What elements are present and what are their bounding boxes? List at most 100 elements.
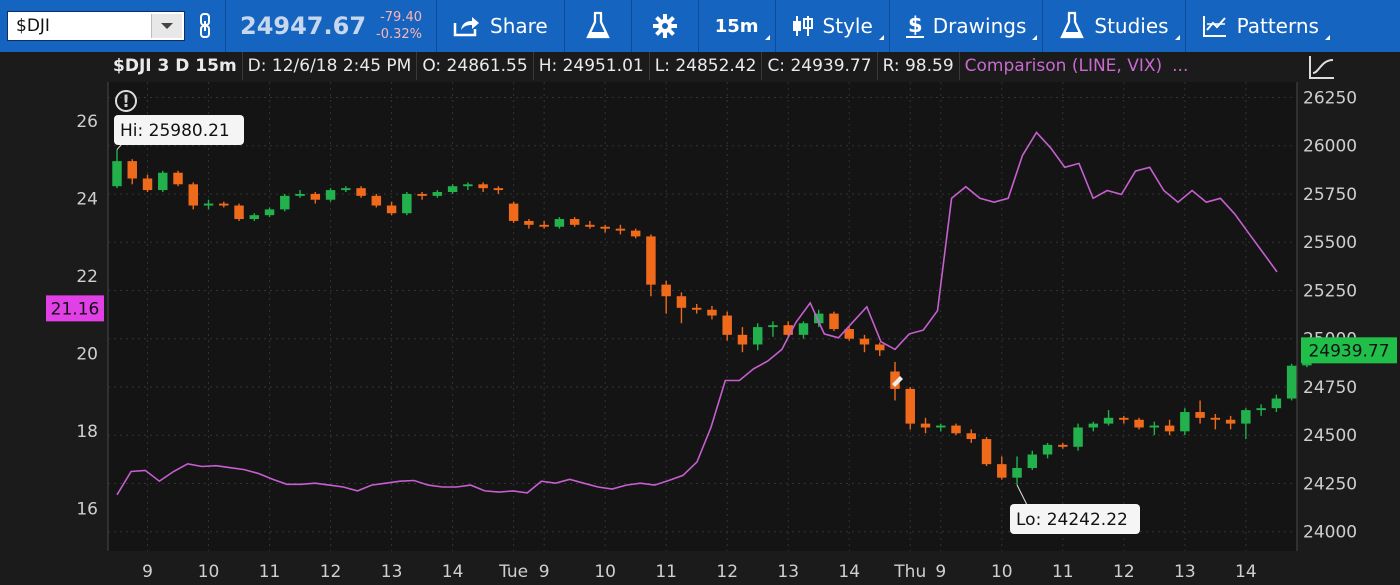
time-tick-label: 10 <box>991 562 1013 582</box>
studies-button[interactable]: Studies <box>1043 0 1184 52</box>
candle <box>646 234 656 297</box>
time-axis: 9 10 11 12 13 14 Tue 9 10 11 12 13 14 Thu 9 10 11 12 13 14 <box>142 562 1257 582</box>
time-tick-label: 14 <box>442 562 464 582</box>
candle-body <box>463 184 473 187</box>
time-tick-label: 11 <box>1052 562 1074 582</box>
candle-body <box>630 230 641 237</box>
current-vix-label: 21.16 <box>46 295 104 322</box>
style-button[interactable]: Style <box>776 0 889 52</box>
candle-body <box>371 195 382 206</box>
symbol-value: $DJI <box>16 16 50 36</box>
candle-body <box>264 209 275 216</box>
candle <box>203 199 214 210</box>
vix-tick-label: 22 <box>76 267 98 287</box>
settings-button[interactable] <box>632 0 698 52</box>
candle <box>325 188 336 202</box>
vix-tick-label: 18 <box>76 422 98 442</box>
vix-line-series <box>116 131 1278 496</box>
candle <box>508 201 519 223</box>
change-pct: -0.32% <box>376 27 423 42</box>
price-change: -79.40 -0.32% <box>376 9 436 43</box>
candle-body <box>1103 417 1114 424</box>
toolbar-divider <box>630 0 632 52</box>
candle <box>219 201 229 208</box>
share-label: Share <box>490 14 548 38</box>
candle-body <box>1119 417 1129 420</box>
time-tick-label: 13 <box>1174 562 1196 582</box>
current-vix-text: 21.16 <box>51 299 100 319</box>
bar-low: L: 24852.42 <box>650 52 763 80</box>
price-tick-label: 25250 <box>1303 281 1357 301</box>
vix-tick-label: 24 <box>76 189 98 209</box>
candle <box>1164 419 1175 436</box>
candle-body <box>554 219 565 227</box>
candle <box>356 186 366 198</box>
candle-body <box>676 296 687 308</box>
alert-icon <box>115 90 137 112</box>
candle <box>1134 417 1144 430</box>
symbol-dropdown-button[interactable] <box>151 14 182 38</box>
candle <box>875 342 885 357</box>
patterns-button[interactable]: Patterns <box>1186 0 1335 52</box>
plot-background <box>108 82 1297 551</box>
current-price-box <box>1301 337 1397 364</box>
candle <box>173 170 183 187</box>
candle <box>188 182 199 210</box>
vix-axis: 26 24 22 20 18 16 <box>76 112 98 520</box>
share-button[interactable]: Share <box>437 0 564 52</box>
candle-body <box>1134 419 1144 428</box>
candle <box>936 423 946 432</box>
candle-icon <box>792 16 813 36</box>
flask-button[interactable] <box>565 0 631 52</box>
candle-body <box>234 205 244 220</box>
time-tick-label: 9 <box>539 562 550 582</box>
candle <box>1073 423 1083 451</box>
chart-grid <box>107 82 1298 551</box>
candle-body <box>310 193 321 200</box>
candle <box>1210 413 1221 430</box>
candle <box>1042 442 1053 459</box>
dollar-icon: $ <box>905 13 924 38</box>
candle <box>341 186 351 193</box>
candle <box>615 224 626 235</box>
vix-line <box>116 131 1278 496</box>
drawings-button[interactable]: $ Drawings <box>890 0 1043 52</box>
link-icon[interactable] <box>185 13 225 39</box>
candle <box>829 311 839 331</box>
candle-body <box>997 464 1007 478</box>
more-info[interactable]: ... <box>1172 56 1189 76</box>
time-tick-label: 11 <box>655 562 677 582</box>
chart-expand-icon[interactable] <box>1302 52 1342 82</box>
comparison-label[interactable]: Comparison (LINE, VIX) <box>964 56 1163 76</box>
patterns-label: Patterns <box>1236 14 1319 38</box>
candle-body <box>783 325 793 335</box>
candle-body <box>508 203 519 221</box>
candle-body <box>1286 365 1297 399</box>
candle <box>1180 408 1190 436</box>
interval-button[interactable]: 15m <box>699 0 775 52</box>
drawings-label: Drawings <box>932 14 1027 38</box>
candle-body <box>203 203 214 206</box>
candle-body <box>432 192 443 196</box>
price-tick-label: 24250 <box>1303 474 1357 494</box>
price-tick-label: 24000 <box>1303 523 1357 543</box>
pattern-icon <box>1202 16 1226 37</box>
flask-icon <box>1060 11 1085 39</box>
candle <box>402 192 412 216</box>
candle-body <box>402 193 412 214</box>
candle-body <box>219 203 229 206</box>
symbol-input[interactable]: $DJI <box>7 11 185 41</box>
candle-body <box>936 425 946 428</box>
low-callout-box <box>1010 504 1140 534</box>
candle-body <box>1164 425 1175 432</box>
candle-body <box>829 313 839 330</box>
toolbar-divider <box>1184 0 1186 52</box>
time-tick-label: 12 <box>1113 562 1135 582</box>
candle <box>310 192 321 204</box>
candle <box>966 429 977 443</box>
candle-body <box>493 188 504 191</box>
high-callout-box <box>114 115 244 145</box>
time-tick-label: 11 <box>259 562 281 582</box>
candle-body <box>1271 398 1282 409</box>
